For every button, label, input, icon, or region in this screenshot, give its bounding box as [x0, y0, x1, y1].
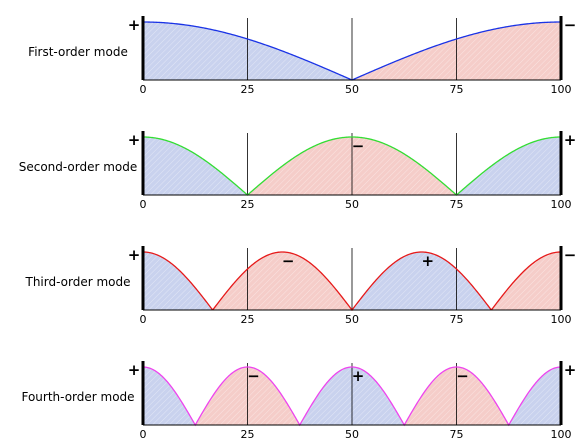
phase-sign: −	[247, 367, 260, 385]
phase-sign: −	[456, 367, 469, 385]
phase-sign: −	[282, 252, 295, 270]
mode-lobe-hatch	[143, 367, 196, 425]
tick-label: 25	[241, 313, 255, 326]
mode-panel-3: 0 25 50 75 100 Third-order mode + − + −	[24, 246, 576, 326]
tick-label: 75	[450, 198, 464, 211]
phase-sign: −	[352, 137, 365, 155]
tick-label: 25	[241, 83, 255, 96]
tick-label: 100	[551, 198, 572, 211]
tick-label: 0	[140, 313, 147, 326]
tick-label: 50	[345, 198, 359, 211]
tick-label: 0	[140, 428, 147, 441]
phase-sign: +	[128, 131, 141, 149]
tick-label: 50	[345, 428, 359, 441]
mode-panel-1: 0 25 50 75 100 First-order mode+ −	[28, 16, 576, 96]
mode-lobe-hatch	[143, 252, 213, 310]
mode-label: Second-order mode	[19, 160, 138, 174]
phase-sign: −	[564, 246, 577, 264]
tick-label: 100	[551, 83, 572, 96]
phase-sign: +	[352, 367, 365, 385]
phase-sign: +	[128, 361, 141, 379]
phase-sign: +	[128, 16, 141, 34]
tick-label: 25	[241, 428, 255, 441]
mode-label: First-order mode	[28, 45, 128, 59]
tick-label: 100	[551, 313, 572, 326]
phase-sign: +	[564, 361, 577, 379]
tick-label: 0	[140, 198, 147, 211]
phase-sign: +	[128, 246, 141, 264]
tick-label: 50	[345, 313, 359, 326]
mode-label: Third-order mode	[24, 275, 130, 289]
tick-label: 25	[241, 198, 255, 211]
mode-lobe-hatch	[456, 137, 561, 195]
mode-curve	[142, 136, 562, 196]
phase-sign: +	[422, 252, 435, 270]
tick-label: 75	[450, 428, 464, 441]
mode-curve	[142, 366, 562, 427]
mode-panel-2: 0 25 50 75 100 Second-order mode + − +	[19, 131, 577, 211]
tick-label: 75	[450, 313, 464, 326]
tick-label: 0	[140, 83, 147, 96]
mode-lobe-hatch	[508, 367, 561, 425]
tick-label: 50	[345, 83, 359, 96]
phase-sign: −	[564, 16, 577, 34]
tick-label: 75	[450, 83, 464, 96]
mode-lobe-hatch	[491, 252, 561, 310]
mode-lobe-hatch	[143, 137, 248, 195]
mode-label: Fourth-order mode	[21, 390, 134, 404]
phase-sign: +	[564, 131, 577, 149]
tick-label: 100	[551, 428, 572, 441]
mode-panel-4: 0 25 50 75 100 Fourth-order mode + − + − +	[21, 361, 576, 441]
